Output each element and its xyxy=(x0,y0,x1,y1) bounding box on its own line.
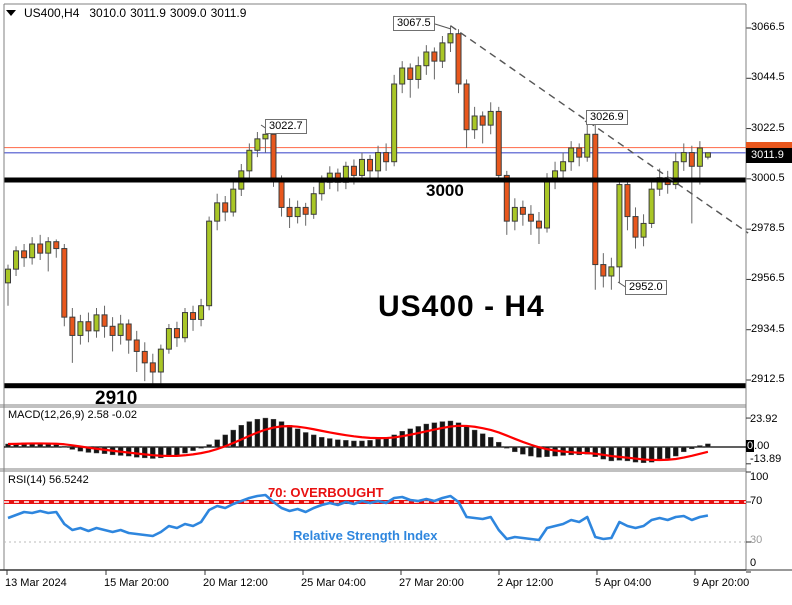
annotation-high-3067[interactable]: 3067.5 xyxy=(393,16,435,31)
price-tick-label: 2956.5 xyxy=(751,272,785,284)
current-price-box: 3011.9 xyxy=(746,148,792,163)
symbol-period-label: US400,H4 xyxy=(24,6,80,20)
price-tick-label: 2934.5 xyxy=(751,323,785,335)
date-label: 20 Mar 12:00 xyxy=(203,577,268,589)
date-label: 9 Apr 20:00 xyxy=(693,577,750,589)
annotation-high-3026[interactable]: 3026.9 xyxy=(586,110,628,125)
price-tick-label: 2912.5 xyxy=(751,373,785,385)
rsi-indicator-label: RSI(14) 56.5242 xyxy=(8,474,89,486)
price-tick-label: 2978.5 xyxy=(751,222,785,234)
level-label-2910: 2910 xyxy=(95,388,138,409)
price-tick-label: 3022.5 xyxy=(751,122,785,134)
rsi-tick-30: 30 xyxy=(750,534,763,546)
chart-watermark: US400 - H4 xyxy=(378,290,545,323)
rsi-tick-70: 70 xyxy=(750,495,763,507)
date-label: 5 Apr 04:00 xyxy=(595,577,652,589)
ask-price-strip xyxy=(746,142,792,148)
level-label-3000: 3000 xyxy=(426,181,464,200)
price-tick-label: 3044.5 xyxy=(751,71,785,83)
annotation-low-2952[interactable]: 2952.0 xyxy=(625,280,667,295)
macd-tick-top: 23.92 xyxy=(750,413,778,425)
macd-tick-bottom: -13.89 xyxy=(750,453,782,465)
open-value: 3010.0 xyxy=(89,6,127,20)
rsi-line-annotation: Relative Strength Index xyxy=(293,528,438,543)
chart-marker-icon[interactable] xyxy=(6,10,16,16)
macd-zero-label: 0.00 xyxy=(746,440,769,452)
rsi-tick-0: 0 xyxy=(750,557,757,569)
date-label: 2 Apr 12:00 xyxy=(497,577,554,589)
rsi-tick-100: 100 xyxy=(750,471,769,483)
date-label: 13 Mar 2024 xyxy=(5,577,67,589)
overbought-annotation: 70: OVERBOUGHT xyxy=(268,485,384,500)
date-label: 27 Mar 20:00 xyxy=(399,577,464,589)
price-tick-label: 3000.5 xyxy=(751,172,785,184)
close-value: 3011.9 xyxy=(210,6,247,20)
macd-indicator-label: MACD(12,26,9) 2.58 -0.02 xyxy=(8,409,138,421)
low-value: 3009.0 xyxy=(169,6,207,20)
date-label: 25 Mar 04:00 xyxy=(301,577,366,589)
date-label: 15 Mar 20:00 xyxy=(104,577,169,589)
macd-current-box: 0 xyxy=(746,440,755,452)
macd-zero-rest: .00 xyxy=(754,440,770,452)
ohlc-header: US400,H4 3010.0 3011.9 3009.0 3011.9 xyxy=(6,6,246,20)
high-value: 3011.9 xyxy=(130,6,166,20)
annotation-high-3022[interactable]: 3022.7 xyxy=(265,119,307,134)
price-tick-label: 3066.5 xyxy=(751,21,785,33)
